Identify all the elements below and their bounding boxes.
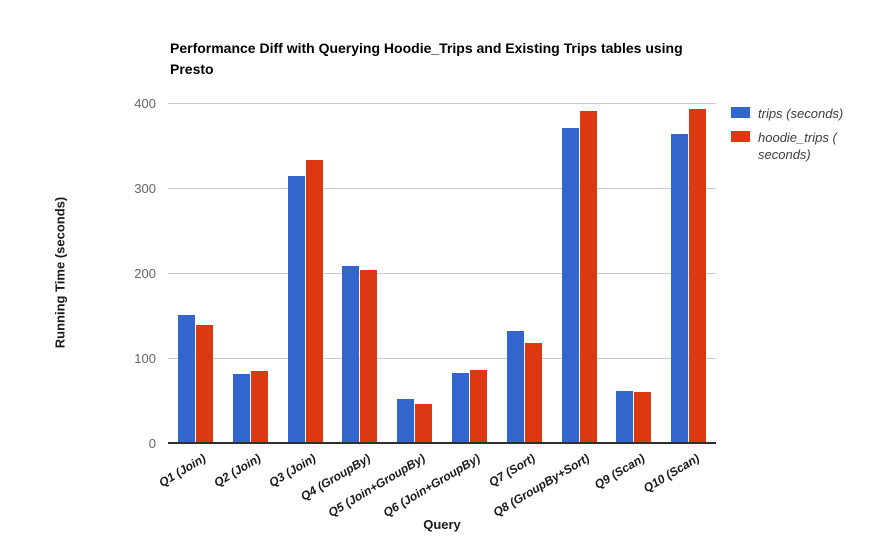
- bar-trips-q7[interactable]: [506, 330, 524, 442]
- y-tick-label-0: 0: [148, 436, 156, 451]
- x-tick-label-q5: Q5 (Join+GroupBy): [326, 451, 428, 520]
- bar-trips-q2[interactable]: [232, 374, 250, 442]
- legend-item-trips[interactable]: trips (seconds): [731, 105, 843, 122]
- x-tick-label-q8: Q8 (GroupBy+Sort): [490, 451, 593, 520]
- bar-trips-q3[interactable]: [287, 175, 305, 442]
- x-tick-label-q1: Q1 (Join): [156, 451, 209, 490]
- bar-trips-q4[interactable]: [342, 266, 360, 442]
- bar-hoodie-trips-q10[interactable]: [689, 108, 707, 442]
- y-tick-label-300: 300: [134, 181, 156, 196]
- gridline-100: [168, 358, 716, 359]
- y-tick-label-400: 400: [134, 96, 156, 111]
- gridline-400: [168, 103, 716, 104]
- bar-hoodie-trips-q4[interactable]: [360, 270, 378, 442]
- y-tick-label-200: 200: [134, 266, 156, 281]
- legend-label-trips: trips (seconds): [758, 106, 844, 121]
- bar-hoodie-trips-q6[interactable]: [469, 369, 487, 442]
- bar-trips-q8[interactable]: [561, 127, 579, 442]
- bar-hoodie-trips-q7[interactable]: [524, 342, 542, 442]
- chart-title: Performance Diff with Querying Hoodie_Tr…: [170, 40, 683, 77]
- bar-hoodie-trips-q8[interactable]: [579, 110, 597, 442]
- y-tick-label-100: 100: [134, 351, 156, 366]
- legend: trips (seconds) hoodie_trips ( seconds): [731, 105, 843, 170]
- x-axis-title: Query: [423, 517, 461, 532]
- bar-trips-q1[interactable]: [177, 314, 195, 442]
- bar-hoodie-trips-q1[interactable]: [195, 324, 213, 442]
- legend-swatch-trips-icon: [731, 107, 750, 118]
- bar-trips-q10[interactable]: [671, 134, 689, 442]
- bar-trips-q9[interactable]: [616, 391, 634, 442]
- bar-hoodie-trips-q3[interactable]: [305, 159, 323, 442]
- gridline-300: [168, 188, 716, 189]
- bar-hoodie-trips-q2[interactable]: [250, 370, 268, 442]
- x-tick-label-q10: Q10 (Scan): [640, 451, 702, 496]
- x-tick-label-q6: Q6 (Join+GroupBy): [380, 451, 483, 520]
- x-axis-line: [168, 442, 716, 444]
- x-tick-label-q9: Q9 (Scan): [591, 451, 648, 492]
- plot-area: [168, 103, 716, 444]
- bar-hoodie-trips-q5[interactable]: [415, 403, 433, 442]
- bar-trips-q5[interactable]: [397, 398, 415, 442]
- x-tick-label-q2: Q2 (Join): [211, 451, 264, 490]
- bar-hoodie-trips-q9[interactable]: [634, 391, 652, 442]
- legend-swatch-hoodie-trips-icon: [731, 131, 750, 142]
- legend-label-hoodie-trips: hoodie_trips ( seconds): [758, 130, 837, 162]
- y-axis-title: Running Time (seconds): [52, 196, 68, 349]
- legend-item-hoodie-trips[interactable]: hoodie_trips ( seconds): [731, 129, 843, 163]
- gridline-200: [168, 273, 716, 274]
- bar-trips-q6[interactable]: [451, 373, 469, 442]
